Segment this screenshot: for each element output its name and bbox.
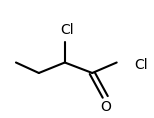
Text: O: O bbox=[100, 100, 111, 114]
Text: Cl: Cl bbox=[60, 23, 74, 37]
Text: Cl: Cl bbox=[134, 58, 148, 72]
